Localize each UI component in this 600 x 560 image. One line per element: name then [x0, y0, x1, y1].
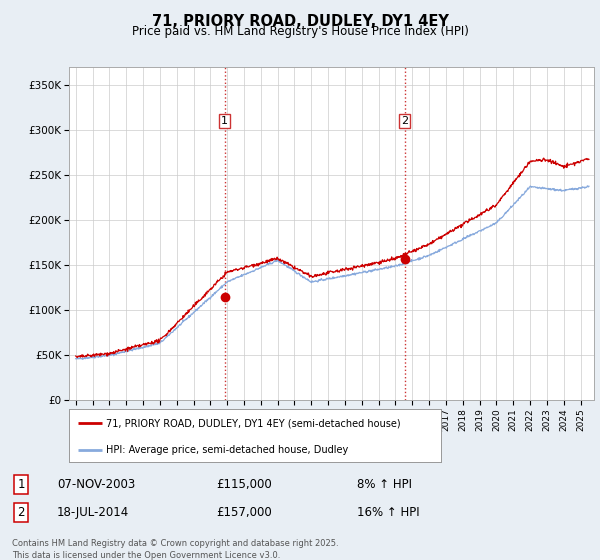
Text: 2: 2 — [17, 506, 25, 519]
Text: 18-JUL-2014: 18-JUL-2014 — [57, 506, 129, 519]
Text: HPI: Average price, semi-detached house, Dudley: HPI: Average price, semi-detached house,… — [106, 445, 349, 455]
Text: 8% ↑ HPI: 8% ↑ HPI — [357, 478, 412, 491]
Text: 1: 1 — [221, 116, 228, 126]
Text: £115,000: £115,000 — [216, 478, 272, 491]
Text: Contains HM Land Registry data © Crown copyright and database right 2025.
This d: Contains HM Land Registry data © Crown c… — [12, 539, 338, 559]
Text: 2: 2 — [401, 116, 408, 126]
Text: Price paid vs. HM Land Registry's House Price Index (HPI): Price paid vs. HM Land Registry's House … — [131, 25, 469, 38]
Text: 71, PRIORY ROAD, DUDLEY, DY1 4EY (semi-detached house): 71, PRIORY ROAD, DUDLEY, DY1 4EY (semi-d… — [106, 418, 401, 428]
Text: 1: 1 — [17, 478, 25, 491]
Text: 07-NOV-2003: 07-NOV-2003 — [57, 478, 135, 491]
Text: 71, PRIORY ROAD, DUDLEY, DY1 4EY: 71, PRIORY ROAD, DUDLEY, DY1 4EY — [152, 14, 448, 29]
Text: 16% ↑ HPI: 16% ↑ HPI — [357, 506, 419, 519]
Text: £157,000: £157,000 — [216, 506, 272, 519]
